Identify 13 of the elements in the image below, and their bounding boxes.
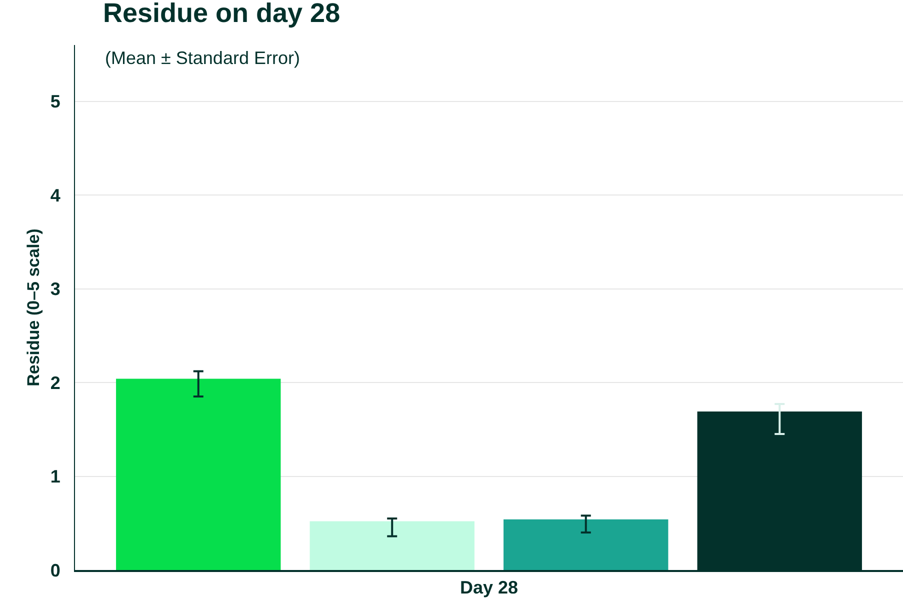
y-tick-label: 5	[50, 92, 60, 112]
bar	[116, 378, 281, 570]
y-tick-label: 1	[50, 466, 60, 487]
chart-subtitle: (Mean ± Standard Error)	[105, 48, 300, 68]
y-tick-label: 3	[50, 279, 60, 300]
y-tick-label: 4	[50, 185, 60, 206]
y-tick-label: 0	[50, 560, 60, 580]
chart-title: Residue on day 28	[103, 0, 340, 28]
x-tick-label: Day 28	[460, 577, 518, 598]
y-axis-title: Residue (0–5 scale)	[24, 228, 43, 386]
y-tick-label: 2	[50, 372, 60, 393]
bar	[310, 521, 474, 570]
bar	[504, 519, 668, 570]
